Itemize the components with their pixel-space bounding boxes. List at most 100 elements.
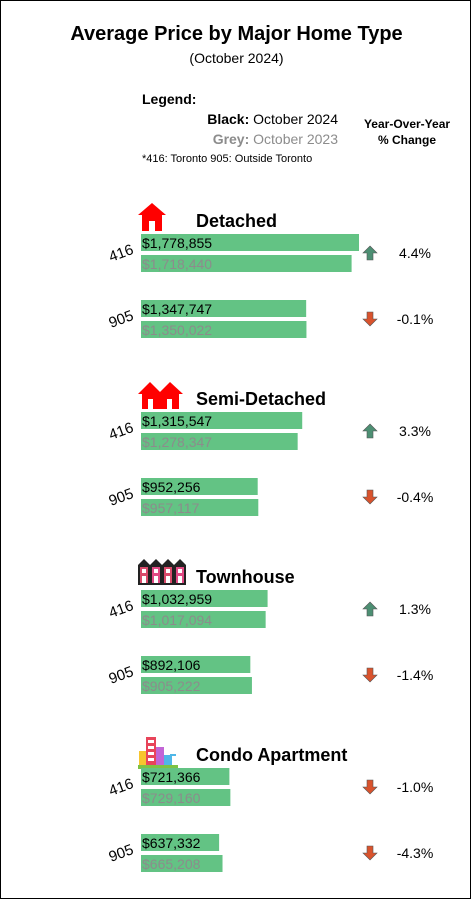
- price-row: 905 $952,256 $957,117 -0.4%: [107, 478, 433, 516]
- category-label: Detached: [196, 211, 277, 231]
- townhouse-window: [154, 569, 158, 573]
- legend-grey-key: Grey:: [212, 131, 250, 147]
- value-label-previous: $957,117: [142, 500, 200, 516]
- region-label: 905: [107, 307, 136, 332]
- condo-lamp: [170, 754, 176, 765]
- bar-previous: [141, 499, 259, 516]
- condo-window: [148, 758, 154, 761]
- price-row: 416 $1,315,547 $1,278,347 3.3%: [107, 412, 431, 450]
- region-label: 416: [107, 775, 136, 800]
- yoy-change-label: -0.1%: [397, 311, 434, 327]
- arrow-down-icon: [362, 667, 378, 683]
- house-door: [149, 221, 155, 231]
- price-row: 416 $1,032,959 $1,017,094 1.3%: [107, 590, 431, 628]
- arrow-up-icon: [362, 245, 378, 261]
- category-group: Semi-Detached 416 $1,315,547 $1,278,347 3.3%…: [107, 382, 433, 516]
- bar-previous: [141, 255, 352, 272]
- bar-current: [141, 590, 268, 607]
- value-label-current: $892,106: [142, 657, 201, 673]
- condo-building: [164, 755, 171, 765]
- townhouse-facade: [176, 567, 184, 583]
- bar-current: [141, 300, 307, 317]
- condo-building: [156, 747, 164, 765]
- value-label-previous: $905,222: [142, 678, 201, 694]
- value-label-current: $637,332: [142, 835, 201, 851]
- category-label: Townhouse: [196, 567, 295, 587]
- yoy-change-label: 4.4%: [399, 245, 431, 261]
- region-label: 416: [107, 419, 136, 444]
- townhouse-door: [178, 576, 182, 583]
- bar-previous: [141, 321, 307, 338]
- yoy-header: Year-Over-Year % Change: [362, 116, 452, 148]
- condo-window: [148, 740, 154, 743]
- townhouse-facade: [152, 567, 160, 583]
- value-label-current: $721,366: [142, 769, 201, 785]
- townhouse-door: [142, 576, 146, 583]
- arrow-down-icon: [362, 779, 378, 795]
- price-row: 905 $637,332 $665,208 -4.3%: [107, 834, 433, 872]
- condo-ground: [138, 765, 178, 769]
- condo-window: [148, 746, 154, 749]
- arrow-down-icon: [362, 845, 378, 861]
- semi-door-left: [148, 399, 153, 409]
- townhouse-facade: [140, 567, 148, 583]
- townhouse-door: [154, 576, 158, 583]
- value-label-previous: $1,350,022: [142, 322, 212, 338]
- legend-grey-row: Grey: October 2023: [213, 131, 338, 147]
- arrow-up-icon: [362, 423, 378, 439]
- arrow-down-icon: [362, 311, 378, 327]
- category-group: Townhouse 416 $1,032,959 $1,017,094 1.3% 905 $…: [107, 559, 433, 694]
- condo-building: [139, 751, 146, 765]
- legend-black-key: Black:: [207, 111, 250, 127]
- arrow-up-icon: [362, 601, 378, 617]
- townhouse-window: [142, 569, 146, 573]
- yoy-change-label: 1.3%: [399, 601, 431, 617]
- yoy-change-label: 3.3%: [399, 423, 431, 439]
- chart-title: Average Price by Major Home Type: [70, 23, 403, 45]
- yoy-change-label: -1.0%: [397, 779, 434, 795]
- legend-black-row: Black: October 2024: [207, 111, 338, 127]
- townhouse-window: [178, 569, 182, 573]
- legend-grey-value: October 2023: [253, 131, 338, 147]
- region-label: 416: [107, 241, 136, 266]
- category-label: Semi-Detached: [196, 389, 326, 409]
- value-label-current: $1,315,547: [142, 413, 212, 429]
- category-label: Condo Apartment: [196, 745, 347, 765]
- bar-current: [141, 834, 220, 851]
- semi-detached-icon: [138, 382, 183, 409]
- bar-current: [141, 656, 251, 673]
- house-icon: [138, 203, 166, 231]
- value-label-current: $1,778,855: [142, 235, 212, 251]
- region-label: 905: [107, 485, 136, 510]
- region-label: 905: [107, 841, 136, 866]
- bar-previous: [141, 789, 231, 806]
- townhouse-window: [166, 569, 170, 573]
- bar-previous: [141, 433, 298, 450]
- category-group: Detached 416 $1,778,855 $1,718,440 4.4% 905 $1…: [107, 203, 434, 338]
- bar-previous: [141, 855, 223, 872]
- value-label-current: $952,256: [142, 479, 201, 495]
- value-label-current: $1,032,959: [142, 591, 212, 607]
- bar-current: [141, 768, 230, 785]
- townhouse-facade: [164, 567, 172, 583]
- semi-door-right: [167, 399, 172, 409]
- condo-window: [148, 752, 154, 755]
- arrow-down-icon: [362, 489, 378, 505]
- chart-subtitle: (October 2024): [189, 50, 284, 66]
- condo-tower: [146, 737, 156, 765]
- region-label: 416: [107, 597, 136, 622]
- condo-icon: [138, 737, 178, 769]
- legend-title: Legend:: [142, 91, 197, 107]
- townhouse-door: [166, 576, 170, 583]
- category-group: Condo Apartment 416 $721,366 $729,160 -1.0% 9…: [107, 737, 434, 872]
- value-label-current: $1,347,747: [142, 301, 212, 317]
- bar-current: [141, 478, 258, 495]
- legend-black-value: October 2024: [253, 111, 338, 127]
- bar-current: [141, 412, 303, 429]
- price-row: 416 $1,778,855 $1,718,440 4.4%: [107, 234, 431, 272]
- value-label-previous: $1,017,094: [142, 612, 212, 628]
- value-label-previous: $665,208: [142, 856, 201, 872]
- yoy-header-line2: % Change: [377, 133, 436, 147]
